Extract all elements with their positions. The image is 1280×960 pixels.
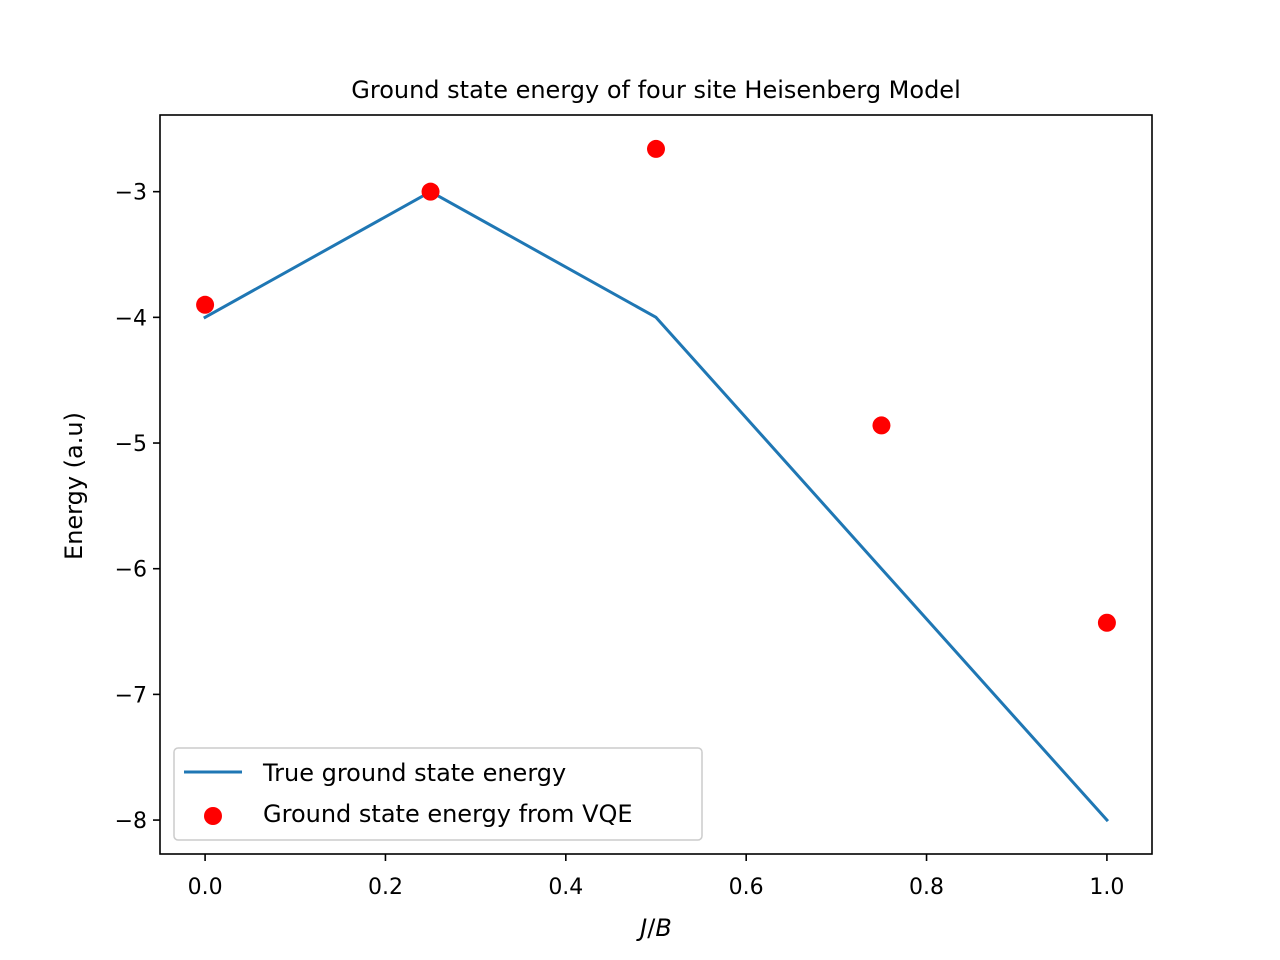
x-tick-label: 0.6 xyxy=(729,875,764,900)
legend-box xyxy=(173,747,703,841)
y-tick-label: −5 xyxy=(115,432,147,457)
x-axis-label: J/B xyxy=(636,914,672,942)
y-axis: −3 −4 −5 −6 −7 −8 xyxy=(115,181,160,834)
legend: True ground state energy Ground state en… xyxy=(173,747,703,841)
chart-title: Ground state energy of four site Heisenb… xyxy=(351,76,961,104)
y-axis-label: Energy (a.u) xyxy=(60,412,88,560)
legend-marker-swatch xyxy=(204,807,222,825)
y-tick-label: −4 xyxy=(115,306,147,331)
true-energy-line xyxy=(203,190,1110,823)
plot-area xyxy=(196,139,1116,823)
y-tick-label: −6 xyxy=(115,558,147,583)
x-tick-label: 0.2 xyxy=(368,875,403,900)
vqe-energy-point xyxy=(647,139,665,158)
y-tick-label: −8 xyxy=(115,809,147,834)
legend-label-vqe-energy: Ground state energy from VQE xyxy=(263,800,633,828)
vqe-energy-point xyxy=(1097,613,1116,632)
axes-frame xyxy=(159,114,1153,855)
y-tick-label: −7 xyxy=(115,683,147,708)
legend-label-true-energy: True ground state energy xyxy=(262,759,566,787)
x-tick-label: 0.8 xyxy=(909,875,944,900)
y-tick-label: −3 xyxy=(115,181,147,206)
x-tick-label: 0.4 xyxy=(548,875,583,900)
vqe-energy-point xyxy=(421,182,440,201)
x-tick-label: 0.0 xyxy=(188,875,223,900)
x-axis: 0.0 0.2 0.4 0.6 0.8 1.0 xyxy=(188,854,1124,900)
vqe-energy-point xyxy=(196,295,215,314)
x-tick-label: 1.0 xyxy=(1089,875,1124,900)
vqe-energy-point xyxy=(872,416,891,435)
